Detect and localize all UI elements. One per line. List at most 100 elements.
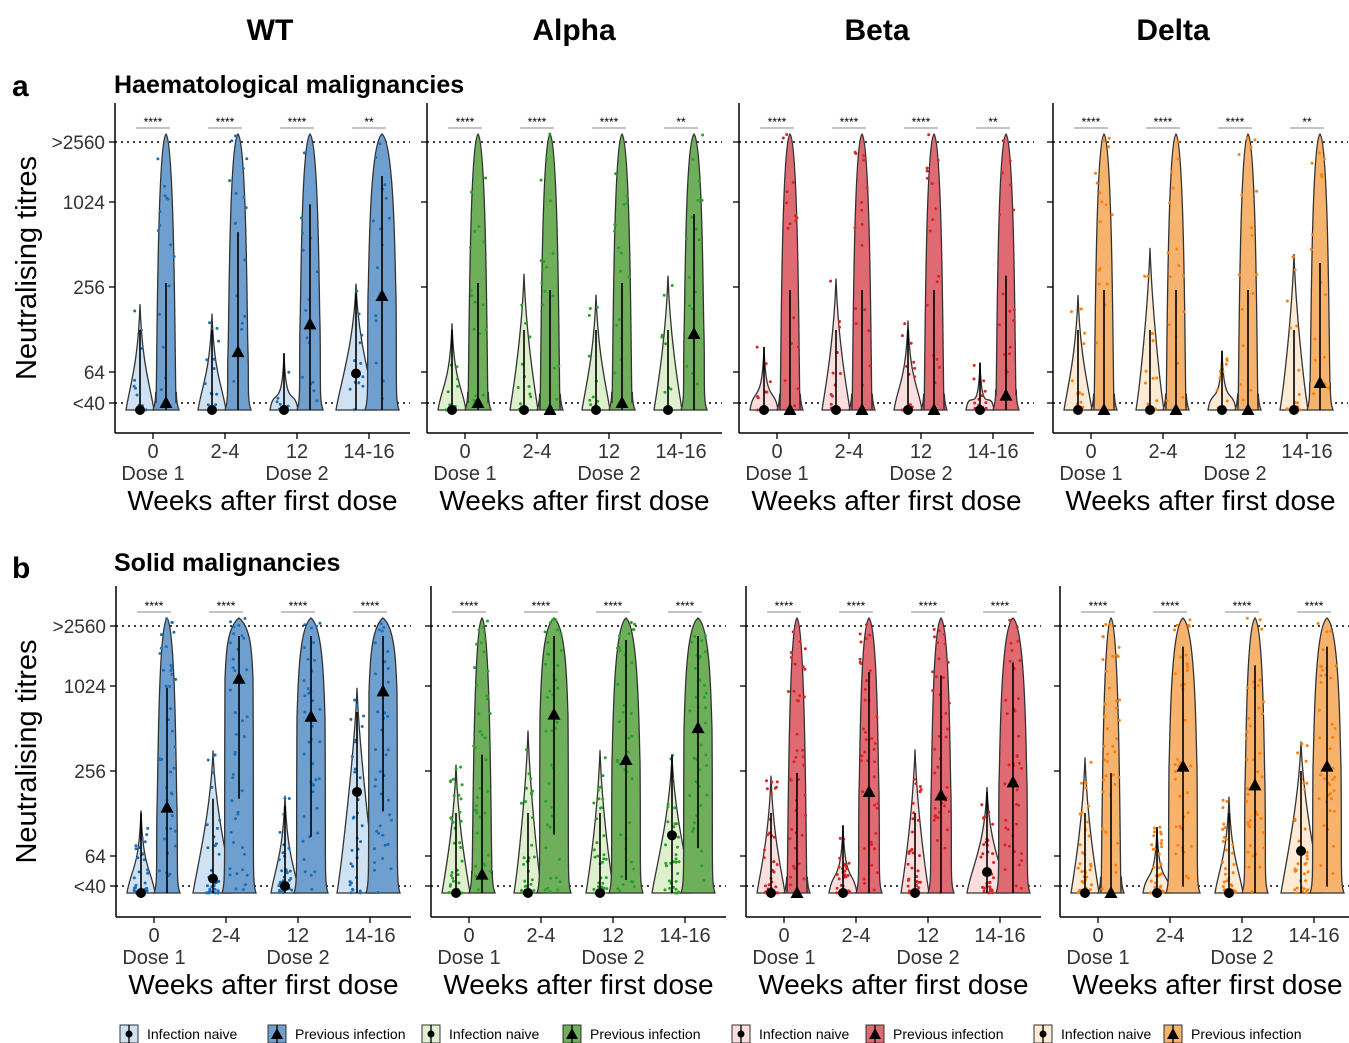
data-point-previous: [1100, 887, 1104, 891]
data-point-naive: [212, 367, 216, 371]
data-point-previous: [801, 748, 805, 752]
data-point-previous: [947, 701, 951, 705]
subplot-a-delta: 0 **** 2-4 **** 12 **** 14-16 ** Dose 1 Dose 2Wee…: [1047, 103, 1348, 516]
data-point-naive: [360, 333, 364, 337]
data-point-naive: [527, 772, 531, 776]
data-point-previous: [1117, 775, 1121, 779]
data-point-previous: [864, 623, 868, 627]
data-point-naive: [1306, 888, 1310, 892]
data-point-previous: [1313, 337, 1317, 341]
data-point-previous: [626, 750, 630, 754]
data-point-previous: [869, 840, 873, 844]
data-point-naive: [1295, 324, 1299, 328]
data-point-previous: [1112, 773, 1115, 777]
data-point-naive: [910, 830, 914, 834]
data-point-naive: [668, 879, 671, 883]
data-point-naive: [979, 855, 983, 859]
legend-circle-icon: [125, 1030, 133, 1038]
median-marker-previous-infection: [999, 388, 1013, 401]
data-point-naive: [208, 887, 212, 891]
data-point-naive: [359, 840, 363, 844]
significance-label: ****: [1154, 115, 1173, 129]
data-point-previous: [228, 641, 232, 645]
data-point-naive: [1224, 362, 1228, 366]
data-point-naive: [450, 871, 454, 874]
data-point-previous: [481, 625, 485, 629]
dose-1-label: Dose 1: [1059, 463, 1122, 485]
data-point-naive: [287, 846, 291, 850]
data-point-naive: [916, 869, 920, 873]
data-point-naive: [593, 855, 597, 859]
panel-letter-b: b: [12, 552, 30, 585]
data-point-previous: [1114, 871, 1118, 874]
data-point-naive: [1070, 310, 1073, 314]
data-point-naive: [1224, 837, 1228, 841]
data-point-previous: [482, 240, 486, 244]
data-point-previous: [1240, 307, 1244, 311]
data-point-naive: [1221, 827, 1225, 831]
data-point-previous: [860, 223, 864, 226]
median-marker-infection-naive: [667, 830, 677, 841]
data-point-previous: [547, 781, 551, 785]
data-point-previous: [1007, 844, 1011, 848]
data-point-naive: [775, 891, 779, 895]
data-point-previous: [1245, 758, 1249, 762]
dose-2-label: Dose 2: [266, 947, 329, 969]
median-marker-previous-infection: [543, 403, 557, 415]
data-point-naive: [1218, 369, 1222, 373]
data-point-naive: [1285, 407, 1289, 411]
x-tick-label: 0: [1092, 925, 1103, 947]
data-point-naive: [525, 748, 528, 752]
data-point-previous: [937, 734, 941, 738]
data-point-previous: [301, 839, 305, 843]
data-point-previous: [860, 754, 864, 758]
data-point-previous: [1114, 863, 1118, 867]
data-point-naive: [1231, 871, 1235, 875]
data-point-naive: [1305, 857, 1309, 861]
data-point-previous: [873, 803, 876, 807]
data-point-previous: [1186, 791, 1189, 795]
x-tick-label: 2-4: [835, 441, 864, 463]
data-point-previous: [1255, 813, 1259, 816]
data-point-previous: [167, 284, 171, 288]
data-point-previous: [617, 318, 621, 321]
data-point-previous: [876, 871, 879, 875]
data-point-previous: [863, 847, 866, 851]
data-point-naive: [216, 891, 220, 895]
data-point-previous: [245, 873, 249, 877]
data-point-naive: [900, 408, 904, 412]
data-point-previous: [481, 393, 485, 397]
data-point-previous: [1111, 654, 1115, 658]
data-point-previous: [1098, 191, 1102, 195]
panel-letter-a: a: [12, 70, 29, 103]
data-point-naive: [455, 377, 459, 381]
x-tick-label: 14-16: [974, 925, 1025, 947]
data-point-previous: [475, 796, 479, 800]
data-point-previous: [942, 632, 946, 636]
data-point-previous: [374, 778, 378, 782]
data-point-previous: [1008, 352, 1011, 356]
data-point-previous: [314, 778, 318, 782]
data-point-naive: [134, 886, 137, 890]
data-point-previous: [873, 847, 877, 851]
data-point-previous: [474, 874, 478, 878]
data-point-previous: [383, 843, 387, 847]
data-point-previous: [240, 789, 244, 793]
data-point-naive: [1215, 388, 1219, 392]
data-point-naive: [456, 384, 460, 388]
data-point-naive: [595, 817, 599, 821]
data-point-previous: [1003, 868, 1007, 872]
data-point-previous: [548, 199, 552, 203]
data-point-previous: [546, 886, 550, 890]
data-point-previous: [374, 748, 377, 752]
data-point-previous: [169, 669, 173, 673]
data-point-previous: [1319, 864, 1323, 867]
data-point-previous: [172, 630, 176, 634]
data-point-previous: [1168, 201, 1172, 205]
legend-item: Previous infection: [865, 1024, 1004, 1043]
data-point-previous: [1246, 686, 1249, 690]
data-point-naive: [916, 818, 920, 822]
data-point-naive: [596, 399, 600, 403]
data-point-previous: [1111, 744, 1115, 748]
data-point-naive: [829, 402, 833, 406]
